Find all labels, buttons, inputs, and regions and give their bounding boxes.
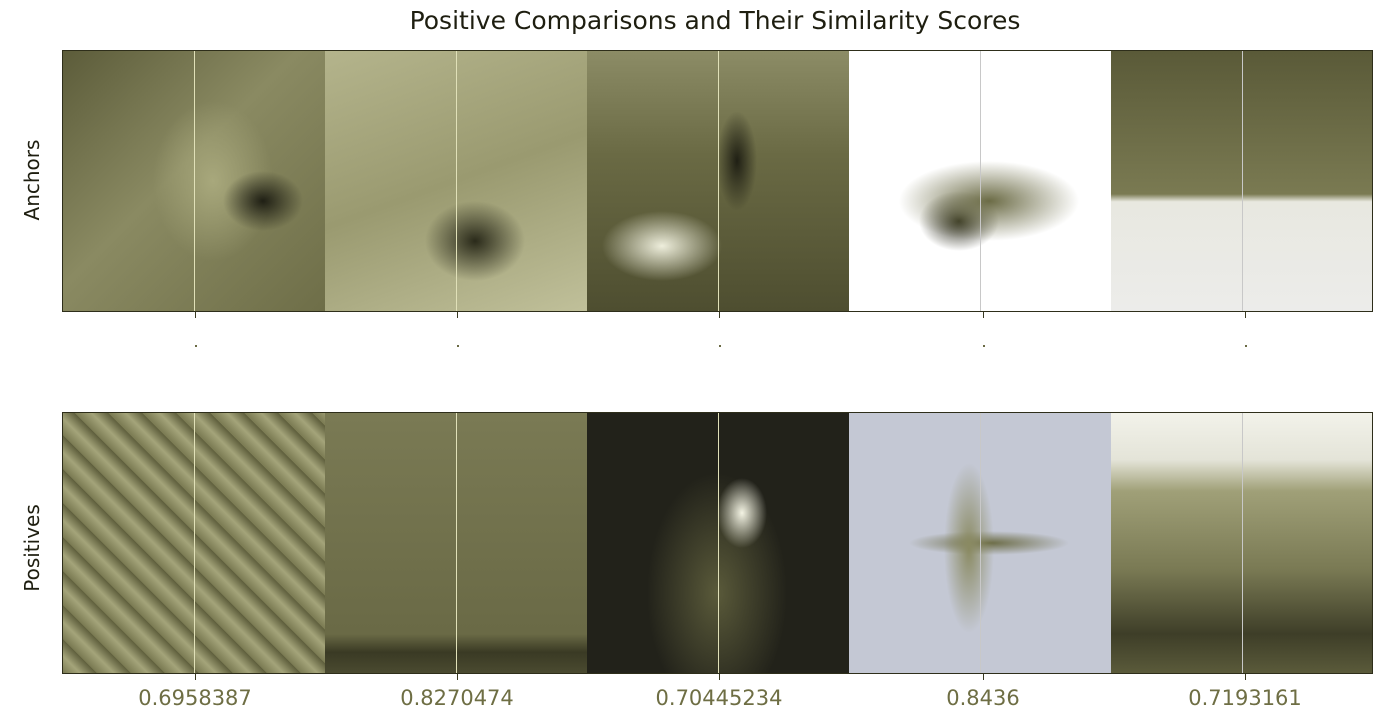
grid-line (980, 413, 981, 673)
x-tick (457, 312, 458, 318)
positives-row-label: Positives (20, 448, 44, 648)
grid-line (194, 51, 195, 311)
x-tick (1245, 674, 1246, 680)
anchors-row-label: Anchors (20, 80, 44, 280)
grid-line (980, 51, 981, 311)
grid-line (718, 413, 719, 673)
empty-tick-label (1245, 345, 1247, 347)
empty-tick-label (983, 345, 985, 347)
grid-line (194, 413, 195, 673)
similarity-score-label: 0.70445234 (619, 686, 819, 710)
similarity-score-label: 0.7193161 (1145, 686, 1345, 710)
empty-tick-label (457, 345, 459, 347)
empty-tick-label (719, 345, 721, 347)
grid-line (1242, 413, 1243, 673)
x-tick (457, 674, 458, 680)
similarity-score-label: 0.8436 (883, 686, 1083, 710)
x-tick (195, 312, 196, 318)
empty-tick-label (195, 345, 197, 347)
x-tick (719, 674, 720, 680)
x-tick (983, 674, 984, 680)
x-tick (195, 674, 196, 680)
x-tick (983, 312, 984, 318)
grid-line (1242, 51, 1243, 311)
grid-line (456, 51, 457, 311)
grid-line (456, 413, 457, 673)
grid-line (718, 51, 719, 311)
similarity-score-label: 0.6958387 (95, 686, 295, 710)
x-tick (1245, 312, 1246, 318)
positives-axes (62, 412, 1373, 674)
anchors-axes (62, 50, 1373, 312)
chart-title: Positive Comparisons and Their Similarit… (0, 6, 1400, 35)
similarity-score-label: 0.8270474 (357, 686, 557, 710)
x-tick (719, 312, 720, 318)
